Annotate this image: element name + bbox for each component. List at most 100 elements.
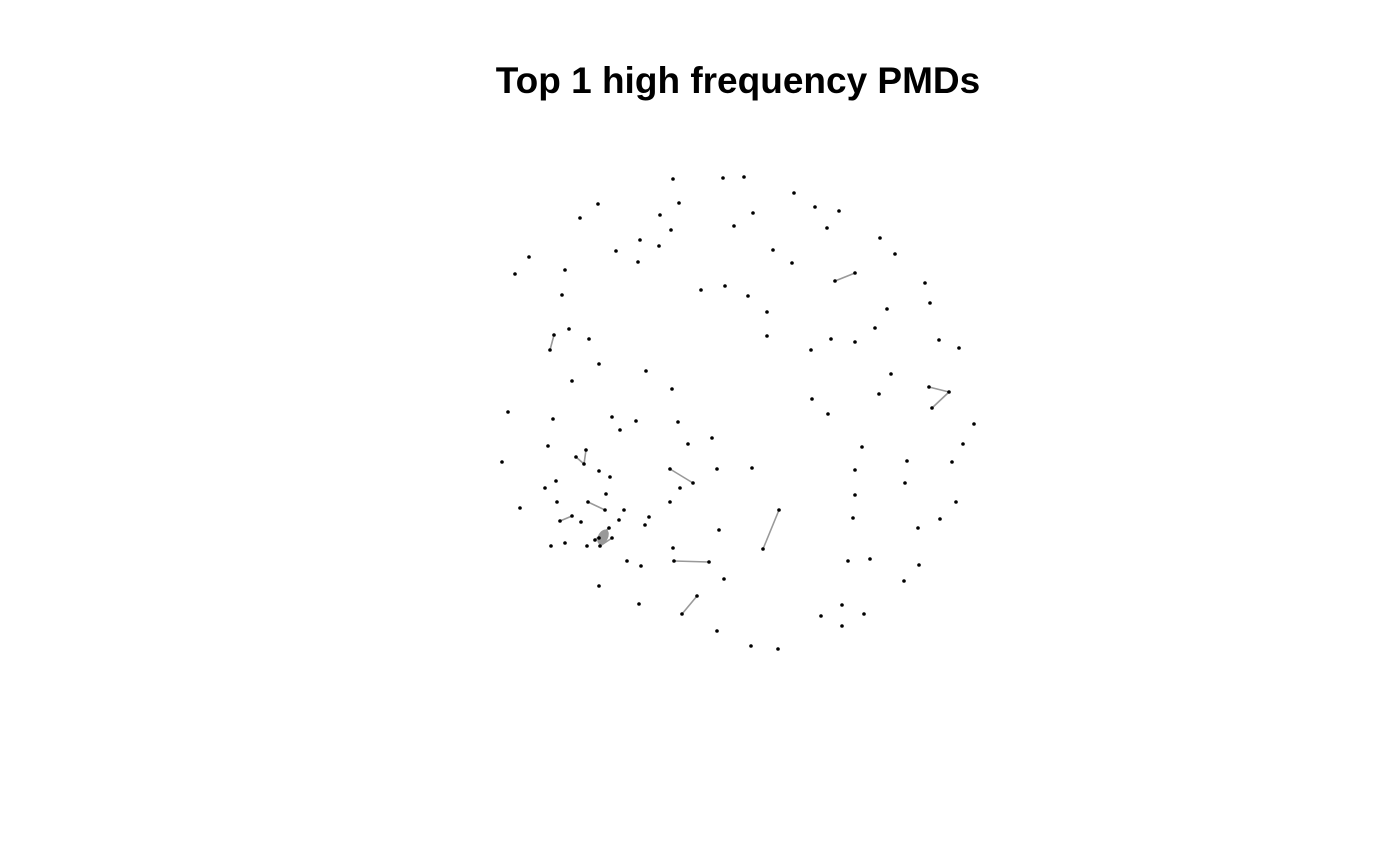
network-node <box>853 340 857 344</box>
network-node <box>723 284 727 288</box>
network-node <box>840 603 844 607</box>
network-node <box>826 412 830 416</box>
network-node <box>604 492 608 496</box>
network-node <box>742 175 746 179</box>
network-node <box>957 346 961 350</box>
network-node <box>721 176 725 180</box>
network-node <box>937 338 941 342</box>
network-node <box>677 201 681 205</box>
network-node <box>597 469 601 473</box>
network-node <box>947 390 951 394</box>
network-node <box>877 392 881 396</box>
network-node <box>574 455 578 459</box>
network-node <box>593 538 597 542</box>
network-edge <box>669 468 694 484</box>
network-node <box>678 486 682 490</box>
network-node <box>668 500 672 504</box>
network-node <box>598 544 602 548</box>
network-node <box>833 279 837 283</box>
network-node <box>893 252 897 256</box>
network-edges <box>549 272 950 615</box>
network-node <box>680 612 684 616</box>
network-node <box>563 268 567 272</box>
network-node <box>853 468 857 472</box>
network-node <box>672 559 676 563</box>
network-edge <box>681 595 698 615</box>
network-node <box>853 493 857 497</box>
network-node <box>608 475 612 479</box>
network-node <box>625 559 629 563</box>
network-edge <box>549 334 555 351</box>
network-node <box>579 520 583 524</box>
network-node <box>776 647 780 651</box>
network-node <box>950 460 954 464</box>
network-node <box>597 536 601 540</box>
network-node <box>699 288 703 292</box>
network-node <box>554 479 558 483</box>
network-node <box>643 523 647 527</box>
network-node <box>636 260 640 264</box>
network-node <box>695 594 699 598</box>
network-node <box>552 333 556 337</box>
network-node <box>761 547 765 551</box>
network-node <box>563 541 567 545</box>
network-node <box>548 348 552 352</box>
network-node <box>928 301 932 305</box>
network-node <box>584 448 588 452</box>
network-node <box>765 334 769 338</box>
network-node <box>851 516 855 520</box>
network-node <box>518 506 522 510</box>
network-node <box>657 244 661 248</box>
network-node <box>686 442 690 446</box>
network-node <box>751 211 755 215</box>
network-node <box>792 191 796 195</box>
network-node <box>676 420 680 424</box>
network-node <box>618 428 622 432</box>
network-edge <box>928 386 950 393</box>
network-node <box>668 467 672 471</box>
network-node <box>903 481 907 485</box>
network-node <box>634 419 638 423</box>
network-node <box>862 612 866 616</box>
network-node <box>610 536 614 540</box>
network-node <box>639 564 643 568</box>
network-node <box>585 544 589 548</box>
network-node <box>749 644 753 648</box>
network-node <box>930 406 934 410</box>
network-node <box>829 337 833 341</box>
network-edge <box>583 449 587 465</box>
network-node <box>902 579 906 583</box>
network-node <box>603 508 607 512</box>
network-node <box>607 526 611 530</box>
network-node <box>771 248 775 252</box>
network-node <box>715 629 719 633</box>
network-node <box>546 444 550 448</box>
network-node <box>777 508 781 512</box>
network-node <box>617 518 621 522</box>
network-node <box>670 387 674 391</box>
network-node <box>597 362 601 366</box>
network-node <box>746 294 750 298</box>
network-node <box>878 236 882 240</box>
network-nodes <box>500 175 976 651</box>
network-node <box>873 326 877 330</box>
network-node <box>614 249 618 253</box>
network-node <box>638 238 642 242</box>
network-node <box>819 614 823 618</box>
network-node <box>527 255 531 259</box>
network-node <box>506 410 510 414</box>
network-edge <box>931 391 950 409</box>
network-node <box>825 226 829 230</box>
network-node <box>732 224 736 228</box>
network-node <box>549 544 553 548</box>
network-node <box>597 584 601 588</box>
network-node <box>810 397 814 401</box>
network-node <box>558 519 562 523</box>
network-node <box>846 559 850 563</box>
network-node <box>582 462 586 466</box>
network-edge-cluster <box>597 529 609 545</box>
network-node <box>513 272 517 276</box>
network-node <box>637 602 641 606</box>
network-node <box>809 348 813 352</box>
